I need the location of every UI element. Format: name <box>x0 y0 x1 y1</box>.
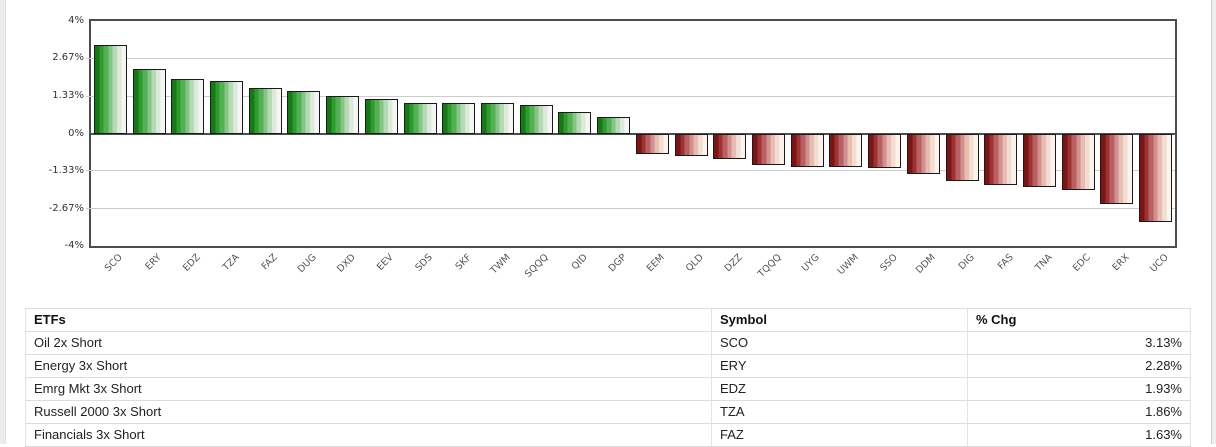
etf-pct-change: 1.63% <box>967 423 1191 447</box>
bar-FAS <box>984 133 1018 185</box>
bar-EDZ <box>171 79 205 134</box>
bar-SQQQ <box>519 105 553 134</box>
table-row: Emrg Mkt 3x Short EDZ 1.93% <box>25 377 1191 401</box>
y-tick-label: -2.67% <box>48 202 84 214</box>
bar-TNA <box>1023 133 1056 187</box>
bar-SCO <box>93 45 127 134</box>
bar-EDC <box>1061 133 1095 190</box>
etf-symbol: SCO <box>711 331 968 355</box>
gridline <box>86 170 1175 172</box>
plot-area <box>86 19 1177 248</box>
table-row: Financials 3x Short FAZ 1.63% <box>25 423 1191 447</box>
bar-DUG <box>287 90 321 134</box>
etf-pct-change: 3.13% <box>967 331 1191 355</box>
etf-table: ETFs Symbol% Chg Oil 2x Short SCO 3.13% Ener… <box>25 308 1191 447</box>
bar-ERX <box>1100 133 1134 204</box>
etf-name: Financials 3x Short <box>25 423 712 447</box>
gridline <box>86 95 1175 97</box>
bar-ERY <box>132 69 166 134</box>
y-tick-label: 0% <box>68 127 84 139</box>
table-row: Russell 2000 3x Short TZA 1.86% <box>25 400 1191 424</box>
etf-pct-change: 1.93% <box>967 377 1191 401</box>
bar-SSO <box>868 133 902 168</box>
bar-TWM <box>481 103 514 134</box>
bar-DXD <box>326 96 360 134</box>
etf-name: Energy 3x Short <box>25 354 712 378</box>
y-tick-label: 2.67% <box>52 52 84 64</box>
y-tick-label: 4% <box>68 15 84 26</box>
bar-QLD <box>674 133 708 156</box>
bar-EEM <box>635 133 669 155</box>
etf-name: Oil 2x Short <box>25 331 712 355</box>
etf-name: Russell 2000 3x Short <box>25 400 712 424</box>
etf-pct-change: 1.86% <box>967 400 1191 424</box>
table-row: Oil 2x Short SCO 3.13% <box>25 331 1191 355</box>
etf-symbol: EDZ <box>711 377 968 401</box>
bar-TZA <box>210 81 243 134</box>
gridline <box>86 208 1175 210</box>
column-header-symbol: Symbol <box>711 308 968 332</box>
bar-SDS <box>403 102 437 134</box>
bar-QID <box>558 112 592 134</box>
bar-EEV <box>364 99 398 134</box>
bar-TQQQ <box>752 133 785 165</box>
table-row: Energy 3x Short ERY 2.28% <box>25 354 1191 378</box>
etf-symbol: ERY <box>711 354 968 378</box>
etf-pct-change: 2.28% <box>967 354 1191 378</box>
bar-DZZ <box>713 133 747 159</box>
y-tick-label: -4% <box>64 240 84 251</box>
bar-DGP <box>597 116 631 134</box>
y-tick-label: -1.33% <box>48 164 84 176</box>
bar-UYG <box>790 133 824 167</box>
bar-SKF <box>442 102 476 134</box>
bar-UCO <box>1139 133 1173 222</box>
bar-FAZ <box>248 87 282 134</box>
y-tick-label: 1.33% <box>52 90 84 102</box>
table-header-row: ETFs Symbol% Chg <box>25 308 1191 332</box>
etf-performance-chart: 4% 2.67% 1.33% 0% -1.33% -2.67% -4% SCO ERY EDZ T… <box>48 15 1177 280</box>
column-header-etfs: ETFs <box>25 308 712 332</box>
bar-DDM <box>906 133 940 174</box>
left-gutter <box>0 0 6 444</box>
etf-symbol: TZA <box>711 400 968 424</box>
bar-UWM <box>829 133 863 167</box>
gridline <box>86 57 1175 59</box>
right-gutter <box>1211 0 1216 444</box>
etf-name: Emrg Mkt 3x Short <box>25 377 712 401</box>
etf-symbol: FAZ <box>711 423 968 447</box>
zero-axis-line <box>91 132 1175 135</box>
column-header--chg: % Chg <box>967 308 1191 332</box>
bar-DIG <box>945 133 979 182</box>
